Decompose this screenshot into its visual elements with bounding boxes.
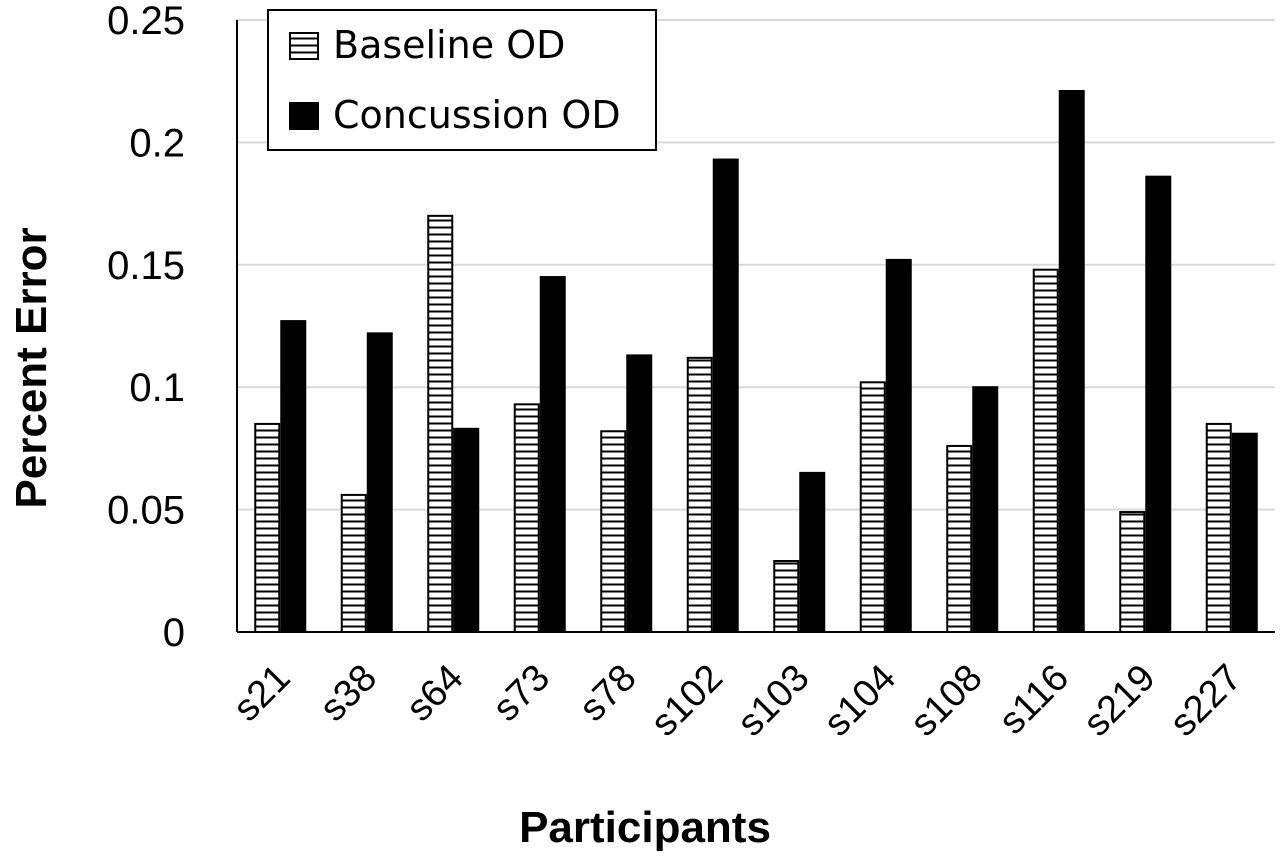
x-category-label: s73: [485, 657, 558, 730]
y-tick-label: 0.05: [107, 489, 185, 533]
bar-concussion-od-s108: [972, 386, 999, 634]
x-category-label: s64: [399, 657, 472, 730]
x-category-label: s102: [643, 657, 731, 745]
bar-baseline-od-s78: [600, 430, 627, 633]
bar-concussion-od-s73: [539, 276, 566, 633]
x-category-label: s108: [903, 657, 991, 745]
y-tick-label: 0.15: [107, 244, 185, 288]
x-category-label: s104: [816, 657, 904, 745]
x-category-label: s103: [730, 657, 818, 745]
bar-baseline-od-s108: [946, 444, 973, 633]
bar-baseline-od-s102: [686, 356, 713, 633]
y-tick-label: 0: [163, 611, 185, 655]
x-axis-title: Participants: [519, 803, 771, 852]
x-category-label: s116: [991, 657, 1077, 743]
bar-concussion-od-s102: [712, 158, 739, 633]
bar-concussion-od-s21: [280, 320, 307, 633]
y-tick-label: 0.2: [129, 121, 185, 165]
bar-baseline-od-s38: [340, 493, 367, 633]
bar-concussion-od-s116: [1058, 89, 1085, 633]
legend-label-concussion: Concussion OD: [333, 93, 621, 137]
y-tick-label: 0.25: [107, 0, 185, 43]
bar-baseline-od-s219: [1119, 511, 1146, 633]
x-category-label: s38: [312, 657, 385, 730]
legend-box: [267, 9, 657, 151]
bar-concussion-od-s227: [1231, 432, 1258, 633]
legend-label-baseline: Baseline OD: [333, 23, 565, 67]
y-axis-ticks: 0 0.05 0.1 0.15 0.2 0.25: [107, 0, 185, 655]
bar-baseline-od-s21: [254, 422, 281, 634]
bar-baseline-od-s104: [859, 381, 886, 633]
y-axis-title: Percent Error: [7, 227, 56, 508]
x-category-label: s219: [1076, 657, 1164, 745]
bar-concussion-od-s38: [366, 332, 393, 633]
bar-baseline-od-s73: [513, 403, 540, 633]
bar-baseline-od-s227: [1205, 422, 1232, 634]
bar-concussion-od-s64: [453, 427, 480, 634]
bar-baseline-od-s64: [427, 214, 454, 633]
x-category-label: s78: [572, 657, 645, 730]
x-category-label: s227: [1162, 657, 1250, 745]
bar-baseline-od-s103: [773, 560, 800, 633]
bar-concussion-od-s219: [1145, 175, 1172, 633]
bar-concussion-od-s78: [626, 354, 653, 633]
bar-concussion-od-s104: [885, 258, 912, 633]
legend: Baseline OD Concussion OD: [267, 9, 657, 151]
legend-swatch-baseline: [289, 32, 319, 60]
bars: [254, 89, 1258, 634]
bar-concussion-od-s103: [799, 471, 826, 633]
bar-baseline-od-s116: [1032, 268, 1059, 633]
x-category-label: s21: [226, 657, 299, 730]
y-tick-label: 0.1: [129, 366, 185, 410]
legend-swatch-concussion: [289, 102, 319, 130]
